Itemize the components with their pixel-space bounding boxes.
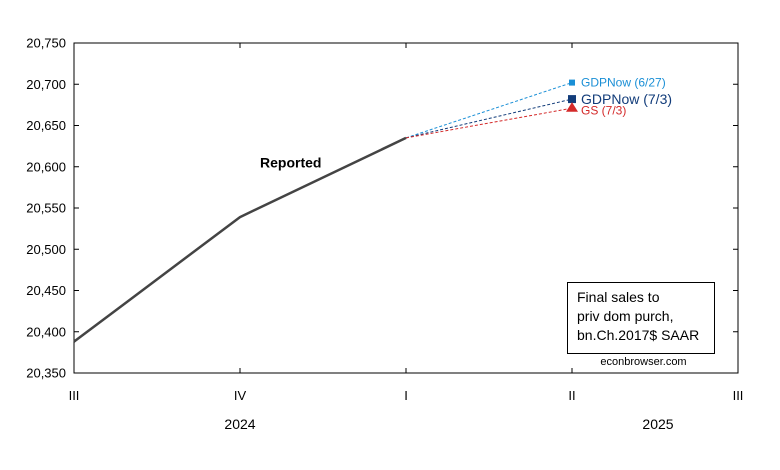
y-tick-label: 20,350 [26,366,66,381]
y-tick-label: 20,650 [26,118,66,133]
gs-73-annotation: GS (7/3) [581,104,626,118]
x-tick-label: I [404,388,408,403]
series-layer [73,79,578,343]
series-line-3 [405,107,573,139]
series-marker-3 [566,102,578,112]
x-year-label: 2025 [642,416,673,432]
series-marker-1 [569,79,575,86]
y-tick-label: 20,500 [26,242,66,257]
units-note-line: bn.Ch.2017$ SAAR [577,327,700,343]
y-tick-label: 20,700 [26,77,66,92]
series-line-0 [73,136,407,343]
y-tick-label: 20,400 [26,324,66,339]
series-line-1 [405,82,573,139]
x-tick-label: IV [234,388,247,403]
y-axis: 20,350 20,400 20,450 20,500 20,550 20,600 20,6… [26,36,738,381]
x-year-label: 2024 [224,416,255,432]
units-note-box: Final sales to priv dom purch, bn.Ch.201… [567,282,715,354]
x-tick-label: III [69,388,80,403]
x-tick-label: II [568,388,575,403]
gdpnow-73-annotation: GDPNow (7/3) [581,91,672,107]
series-marker-2 [568,95,576,104]
y-tick-label: 20,550 [26,201,66,216]
units-note-line: Final sales to [577,289,660,305]
y-tick-label: 20,450 [26,283,66,298]
source-credit: econbrowser.com [600,356,687,368]
series-line-2 [405,98,573,139]
units-note-line: priv dom purch, [577,308,674,324]
y-tick-label: 20,750 [26,36,66,51]
reported-annotation: Reported [260,155,321,171]
gdpnow-627-annotation: GDPNow (6/27) [581,76,666,90]
x-tick-label: III [733,388,744,403]
y-tick-label: 20,600 [26,159,66,174]
